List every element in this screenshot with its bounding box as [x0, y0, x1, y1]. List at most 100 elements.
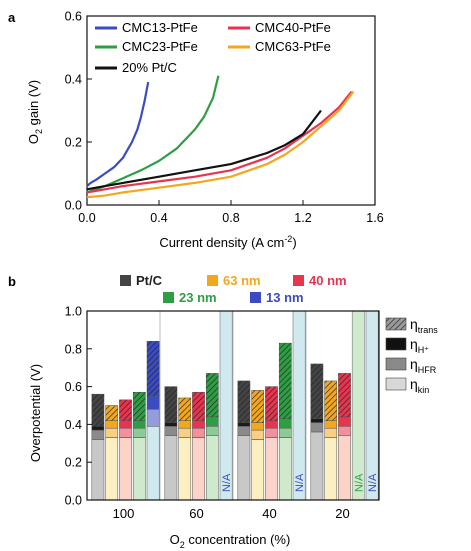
panel-b-y-tick-label: 0.4	[65, 418, 82, 432]
bar-hatch	[251, 390, 264, 423]
na-label: N/A	[221, 473, 233, 492]
na-bar	[351, 310, 365, 501]
bar-segment-kin	[265, 437, 278, 501]
bar-segment-hfr	[192, 427, 205, 438]
bar-segment-kin	[119, 437, 132, 501]
bar-segment-h	[251, 422, 265, 431]
bar-segment-h	[146, 395, 160, 410]
bar-segment-kin	[324, 437, 338, 501]
bar-segment-hfr	[119, 427, 132, 438]
bar-segment-kin	[105, 437, 119, 501]
bar-segment-h	[205, 416, 219, 427]
bar-segment-kin	[192, 437, 205, 501]
series-line-cmc23-ptfe	[86, 75, 220, 194]
bar-segment-hfr	[91, 429, 105, 440]
bar-hatch	[105, 405, 118, 421]
na-label: N/A	[294, 473, 306, 492]
component-legend-label: ηH⁺	[410, 336, 429, 355]
bar-segment-kin	[278, 437, 292, 501]
bar-segment-kin	[91, 439, 105, 501]
bar-segment-kin	[338, 435, 351, 501]
panel-a-y-tick-label: 0.6	[65, 10, 82, 24]
bar-segment-h	[324, 420, 338, 429]
panel-a-x-tick-label: 1.2	[294, 211, 311, 225]
legend-label: 20% Pt/C	[122, 60, 177, 75]
bar-segment-hfr	[178, 427, 192, 438]
legend-swatch	[120, 275, 131, 286]
na-label: N/A	[367, 473, 379, 492]
panel-b-label: b	[8, 274, 16, 289]
bar-segment-kin	[132, 437, 146, 501]
panel-b-y-tick-label: 0.0	[65, 494, 82, 508]
bar-segment-kin	[237, 435, 251, 501]
bar-segment-hfr	[324, 427, 338, 438]
panel-b-y-tick-label: 0.6	[65, 380, 82, 394]
panel-b-x-tick-label: 60	[189, 506, 203, 521]
bar-segment-hfr	[105, 427, 119, 438]
bar-segment-h	[310, 418, 324, 423]
bar-segment-kin	[146, 426, 160, 501]
component-legend-label: ηtrans	[410, 316, 438, 335]
bar-segment-h	[338, 416, 351, 427]
bar-segment-hfr	[338, 426, 351, 436]
na-bar	[219, 310, 233, 501]
bar-segment-hfr	[251, 429, 265, 440]
bar-segment-hfr	[237, 426, 251, 436]
panel-b-x-tick-label: 40	[262, 506, 276, 521]
bar-hatch	[147, 341, 160, 397]
bar-segment-hfr	[164, 426, 178, 436]
bar-segment-h	[237, 422, 251, 427]
na-bar	[365, 310, 379, 501]
bar-hatch	[265, 386, 278, 421]
bar-segment-hfr	[146, 409, 160, 427]
legend-label: CMC40-PtFe	[255, 20, 331, 35]
legend-label: CMC13-PtFe	[122, 20, 198, 35]
panel-b-x-axis-label: O2 concentration (%)	[170, 532, 291, 550]
panel-b-y-axis-label: Overpotential (V)	[28, 364, 43, 462]
bar-hatch	[91, 394, 104, 427]
bar-segment-h	[119, 420, 132, 429]
legend-swatch	[293, 275, 304, 286]
bar-segment-h	[91, 426, 105, 431]
bar-segment-h	[132, 420, 146, 429]
panel-a-y-tick-label: 0.0	[65, 199, 82, 213]
legend-label: 13 nm	[266, 290, 304, 305]
component-legend-label: ηkin	[410, 376, 429, 395]
legend-label: Pt/C	[136, 273, 163, 288]
panel-b-y-tick-label: 0.2	[65, 456, 82, 470]
panel-a-x-tick-label: 0.4	[150, 211, 167, 225]
bar-hatch	[133, 392, 146, 421]
bar-hatch	[279, 343, 292, 419]
series-line-cmc13-ptfe	[86, 81, 150, 187]
bar-segment-h	[164, 422, 178, 427]
panel-a-x-tick-label: 1.6	[366, 211, 383, 225]
component-legend-label: ηHFR	[410, 356, 437, 375]
bar-segment-h	[278, 418, 292, 429]
bar-hatch	[192, 392, 205, 421]
bar-segment-kin	[164, 435, 178, 501]
bar-hatch	[178, 397, 191, 421]
legend-swatch	[207, 275, 218, 286]
bar-segment-hfr	[205, 426, 219, 436]
legend-label: 40 nm	[309, 273, 347, 288]
panel-a-y-axis-label: O2 gain (V)	[26, 80, 44, 144]
bar-segment-hfr	[310, 422, 324, 433]
bar-hatch	[164, 386, 177, 423]
bar-hatch	[324, 380, 337, 421]
panel-b-y-tick-label: 1.0	[65, 305, 82, 319]
panel-a-y-tick-label: 0.4	[65, 73, 82, 87]
series-line-cmc40-ptfe	[86, 90, 353, 194]
series-line-cmc63-ptfe	[86, 90, 355, 199]
bar-segment-hfr	[132, 427, 146, 438]
panel-a-label: a	[8, 10, 16, 25]
panel-b-material-legend: Pt/C 63 nm 40 nm 23 nm 13 nm	[120, 273, 347, 305]
legend-swatch	[385, 357, 407, 371]
legend-swatch	[163, 292, 174, 303]
bar-segment-h	[178, 420, 192, 429]
legend-swatch	[385, 317, 407, 331]
bar-hatch	[338, 373, 351, 417]
bar-hatch	[237, 380, 250, 423]
series-line-20-pt-c	[86, 109, 322, 191]
